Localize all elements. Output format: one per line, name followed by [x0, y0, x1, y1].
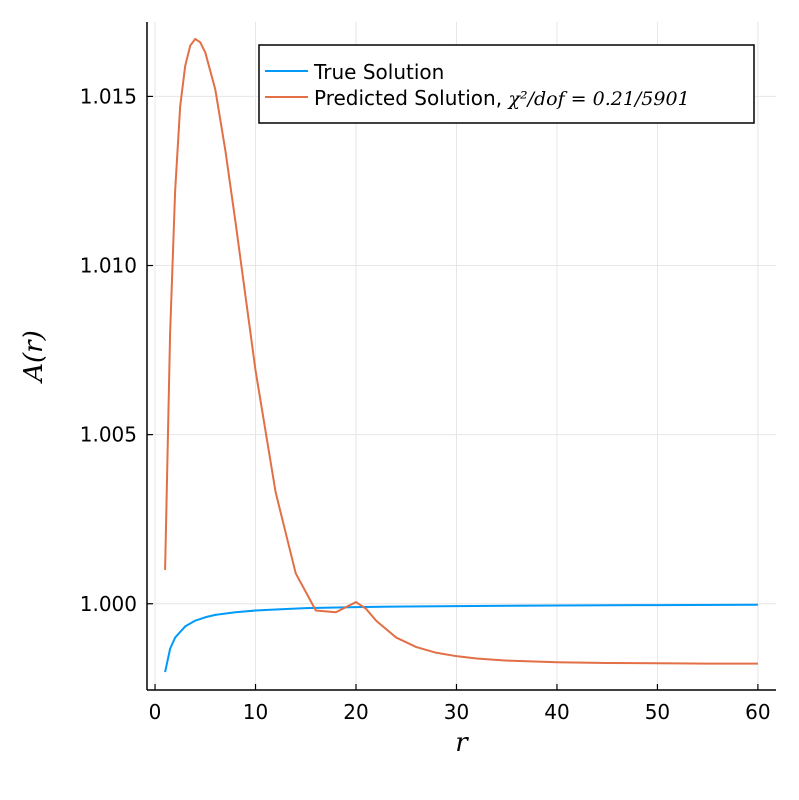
x-axis-label: r [455, 728, 469, 758]
x-tick-label-3: 30 [444, 700, 469, 724]
legend-label-predicted-solution-name: Predicted Solution, [314, 86, 508, 110]
tick-labels: 0 10 20 30 40 50 60 1.000 1.005 1.010 1.015 [80, 84, 771, 724]
y-tick-label-2: 1.010 [80, 254, 137, 278]
y-tick-label-3: 1.015 [80, 84, 137, 108]
legend-label-true-solution: True Solution [313, 60, 444, 84]
series-line-predicted-solution [164, 37, 758, 665]
x-tick-label-4: 40 [544, 700, 569, 724]
legend: True Solution Predicted Solution, χ²/dof… [258, 44, 755, 124]
legend-box [258, 44, 755, 124]
x-tick-label-6: 60 [745, 700, 770, 724]
y-axis-label: A(r) [19, 330, 49, 384]
y-tick-label-1: 1.005 [80, 423, 137, 447]
y-tick-label-0: 1.000 [80, 592, 137, 616]
x-tick-label-5: 50 [645, 700, 670, 724]
axes [146, 22, 776, 691]
legend-label-predicted-solution: Predicted Solution, χ²/dof = 0.21/5901 [314, 86, 690, 110]
legend-label-chi2-dof: χ²/dof = 0.21/5901 [506, 88, 689, 110]
series-lines [164, 37, 758, 673]
x-tick-label-2: 20 [343, 700, 368, 724]
grid [147, 22, 776, 690]
series-line-true-solution [164, 603, 758, 673]
x-tick-label-0: 0 [149, 700, 162, 724]
x-tick-label-1: 10 [243, 700, 268, 724]
